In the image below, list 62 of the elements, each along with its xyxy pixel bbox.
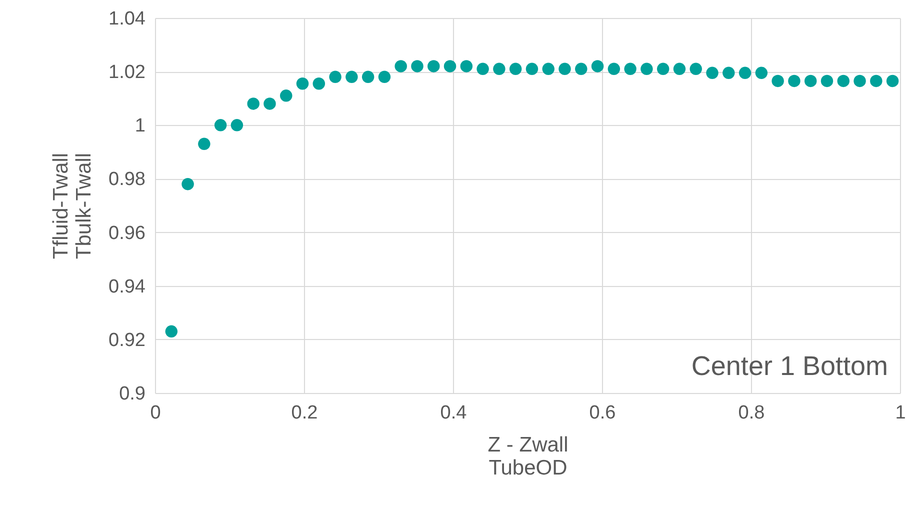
y-tick-label: 1 bbox=[134, 116, 146, 137]
point bbox=[493, 62, 506, 76]
x-tick-label: 0.8 bbox=[738, 402, 765, 424]
point bbox=[247, 98, 260, 110]
point bbox=[755, 66, 768, 80]
point bbox=[214, 119, 227, 132]
point bbox=[230, 119, 244, 132]
point bbox=[165, 325, 178, 338]
point bbox=[509, 62, 522, 76]
point bbox=[656, 62, 670, 76]
point bbox=[640, 62, 653, 76]
y-tick-label: 0.94 bbox=[108, 276, 146, 298]
point bbox=[738, 66, 752, 80]
y-tick-label: 0.92 bbox=[108, 330, 146, 351]
y-tick-label: 0.98 bbox=[108, 169, 146, 190]
point bbox=[329, 70, 342, 84]
point bbox=[854, 74, 866, 88]
x-axis-title: Z - Zwall TubeOD bbox=[488, 434, 568, 480]
point bbox=[346, 70, 358, 84]
point bbox=[296, 78, 309, 90]
point bbox=[444, 60, 456, 72]
point bbox=[428, 60, 440, 72]
point bbox=[394, 60, 407, 72]
point bbox=[476, 62, 489, 76]
point bbox=[722, 66, 735, 80]
point bbox=[673, 62, 686, 76]
point bbox=[772, 74, 784, 88]
point bbox=[264, 98, 276, 110]
point bbox=[460, 60, 473, 72]
point bbox=[182, 178, 194, 190]
point bbox=[280, 90, 292, 102]
point bbox=[558, 62, 571, 76]
point bbox=[837, 74, 850, 88]
point bbox=[362, 70, 374, 84]
point bbox=[706, 66, 718, 80]
point bbox=[608, 62, 620, 76]
point bbox=[378, 70, 391, 84]
point bbox=[804, 74, 817, 88]
point bbox=[198, 138, 210, 150]
point bbox=[575, 62, 588, 76]
point bbox=[870, 74, 882, 88]
point bbox=[411, 60, 424, 72]
point bbox=[690, 62, 702, 76]
x-tick-label: 0 bbox=[150, 402, 161, 424]
y-tick-label: 0.96 bbox=[108, 222, 146, 244]
x-tick-label: 0.2 bbox=[291, 402, 318, 424]
y-axis-title: Tfluid-Twall Tbulk-Twall bbox=[50, 152, 96, 260]
point bbox=[542, 62, 554, 76]
annotation: Center 1 Bottom bbox=[691, 351, 888, 381]
point bbox=[591, 60, 604, 72]
point bbox=[820, 74, 834, 88]
x-tick-label: 1 bbox=[895, 402, 906, 424]
x-tick-label: 0.4 bbox=[440, 402, 468, 424]
y-tick-label: 1.02 bbox=[108, 62, 146, 84]
point bbox=[886, 74, 899, 88]
y-tick-label: 0.9 bbox=[119, 384, 146, 404]
y-tick-label: 1.04 bbox=[108, 8, 146, 30]
x-tick-label: 0.6 bbox=[589, 402, 616, 424]
point bbox=[624, 62, 636, 76]
point bbox=[312, 78, 326, 90]
point bbox=[788, 74, 800, 88]
point bbox=[526, 62, 538, 76]
